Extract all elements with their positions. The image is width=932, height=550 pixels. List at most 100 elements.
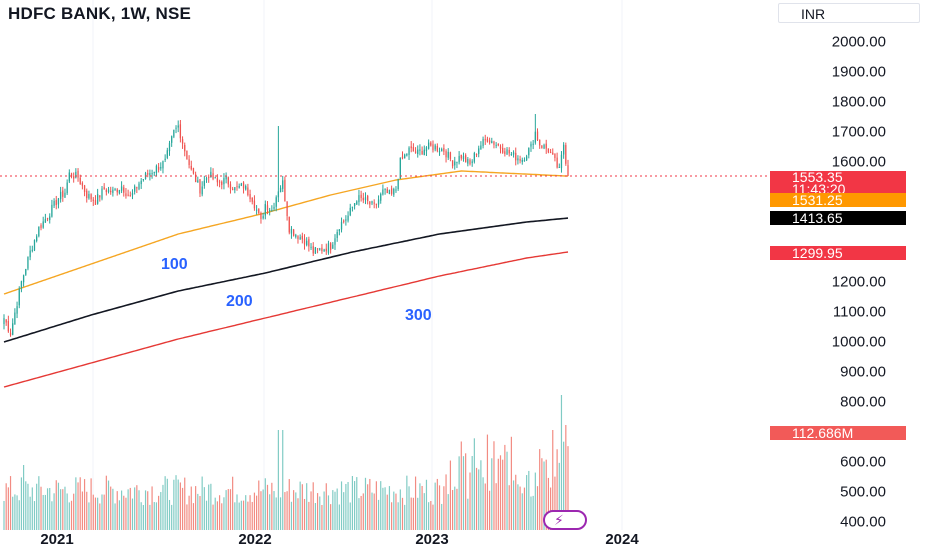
volume-bar bbox=[275, 497, 277, 530]
volume-bar bbox=[375, 481, 377, 530]
candle-body bbox=[451, 160, 454, 167]
candle-body bbox=[286, 201, 288, 217]
candle bbox=[384, 188, 386, 195]
candle-body bbox=[528, 147, 530, 156]
candle bbox=[462, 152, 465, 162]
candle-body bbox=[136, 187, 138, 189]
volume-bar bbox=[62, 489, 64, 530]
candle-body bbox=[164, 158, 166, 160]
volume-bar bbox=[528, 470, 530, 530]
candle bbox=[393, 187, 395, 197]
candle-body bbox=[53, 200, 55, 206]
candle bbox=[225, 172, 227, 184]
candle-body bbox=[458, 156, 460, 163]
candle-body bbox=[343, 220, 345, 222]
candle-body bbox=[160, 167, 162, 169]
time-tick-label: 2024 bbox=[605, 531, 639, 548]
candle-body bbox=[390, 188, 393, 194]
volume-bar bbox=[351, 476, 354, 530]
volume-bar bbox=[190, 486, 192, 530]
candle-body bbox=[59, 191, 62, 200]
candle bbox=[240, 182, 243, 187]
volume-bar bbox=[227, 489, 229, 530]
candle bbox=[382, 184, 384, 196]
candle-body bbox=[375, 203, 378, 205]
flash-icon[interactable]: ⚡ bbox=[543, 510, 587, 530]
volume-bar bbox=[125, 497, 127, 530]
ma300-annotation: 300 bbox=[405, 307, 432, 324]
volume-bar bbox=[428, 502, 430, 530]
volume-bar bbox=[519, 486, 521, 530]
candle-body bbox=[81, 182, 84, 186]
candle-body bbox=[340, 221, 343, 230]
candle bbox=[20, 280, 23, 293]
candle-body bbox=[519, 158, 521, 161]
ma100-annotation: 100 bbox=[161, 256, 188, 273]
candle bbox=[528, 147, 530, 159]
candle bbox=[554, 153, 556, 162]
candle-body bbox=[31, 249, 33, 251]
volume-bar bbox=[3, 500, 5, 530]
candle-body bbox=[151, 173, 153, 175]
candle bbox=[164, 154, 166, 163]
candle-body bbox=[55, 200, 57, 206]
candle bbox=[534, 114, 536, 145]
volume-bar bbox=[229, 489, 232, 530]
candle-body bbox=[162, 161, 164, 169]
candle-body bbox=[208, 176, 210, 178]
volume-bar bbox=[36, 483, 38, 530]
candle bbox=[77, 168, 79, 182]
candle bbox=[547, 148, 550, 154]
candle bbox=[334, 234, 336, 250]
candle-body bbox=[565, 145, 567, 164]
currency-selector[interactable]: INR bbox=[778, 3, 920, 23]
chart-title[interactable]: HDFC BANK, 1W, NSE bbox=[8, 4, 192, 23]
candle bbox=[375, 203, 378, 209]
volume-bar bbox=[547, 477, 549, 530]
candle-body bbox=[449, 152, 452, 159]
candle-body bbox=[499, 146, 502, 149]
candle bbox=[423, 145, 425, 156]
candle-body bbox=[5, 319, 7, 323]
candle-body bbox=[504, 151, 506, 154]
candle-body bbox=[262, 216, 264, 219]
candle bbox=[3, 314, 5, 330]
volume-bar bbox=[478, 469, 480, 530]
candle-body bbox=[308, 239, 310, 247]
volume-bar bbox=[406, 475, 408, 530]
volume-bar bbox=[171, 504, 173, 530]
candle bbox=[83, 184, 86, 197]
volume-bar bbox=[386, 494, 388, 530]
volume-bar bbox=[256, 495, 258, 530]
candle-body bbox=[249, 194, 251, 200]
candle bbox=[421, 146, 423, 156]
candle bbox=[125, 188, 127, 199]
candle-body bbox=[393, 189, 395, 195]
candle-body bbox=[473, 153, 476, 162]
volume-bar bbox=[336, 488, 338, 530]
candle bbox=[238, 183, 240, 189]
candle-body bbox=[377, 199, 380, 205]
candle bbox=[171, 135, 173, 147]
candle-body bbox=[423, 149, 425, 156]
candle bbox=[310, 243, 312, 250]
volume-bar bbox=[249, 495, 251, 530]
volume-bar bbox=[367, 484, 369, 530]
candle bbox=[347, 211, 349, 223]
volume-bar bbox=[543, 461, 545, 530]
candle bbox=[199, 178, 201, 198]
candle-body bbox=[70, 173, 73, 177]
candle-body bbox=[491, 141, 493, 143]
volume-bar bbox=[14, 494, 16, 530]
candle bbox=[118, 189, 121, 195]
volume-bar bbox=[321, 504, 323, 530]
candle-body bbox=[388, 189, 391, 195]
candle-body bbox=[9, 332, 12, 336]
ma300-line bbox=[3, 251, 569, 388]
candle-body bbox=[203, 180, 205, 186]
volume-bar bbox=[499, 455, 502, 530]
candle bbox=[521, 157, 523, 165]
candle bbox=[436, 143, 438, 153]
